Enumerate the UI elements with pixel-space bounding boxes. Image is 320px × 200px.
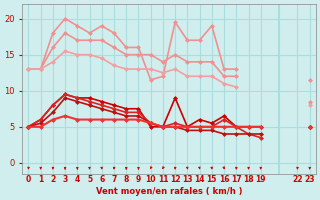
X-axis label: Vent moyen/en rafales ( km/h ): Vent moyen/en rafales ( km/h ) xyxy=(96,187,242,196)
